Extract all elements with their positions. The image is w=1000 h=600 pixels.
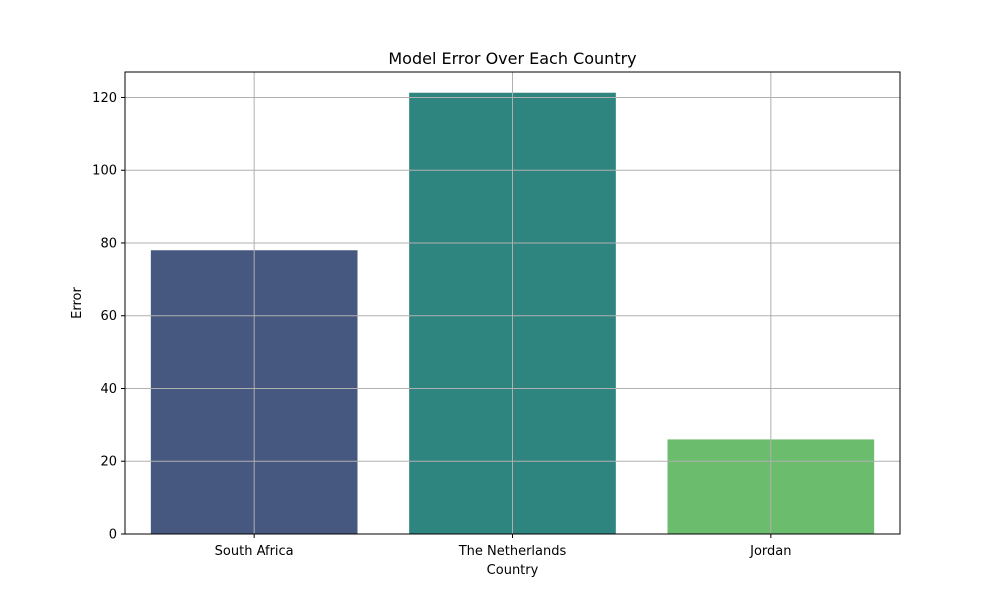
y-tick-label: 40 — [100, 382, 117, 397]
y-tick-label: 120 — [92, 91, 117, 106]
y-tick-label: 100 — [92, 164, 117, 179]
x-tick-label: The Netherlands — [458, 544, 567, 559]
y-axis-ticks: 0 20 40 60 80 100 120 — [92, 91, 125, 543]
y-axis-label: Error — [70, 287, 85, 319]
y-tick-label: 60 — [100, 309, 117, 324]
chart-title: Model Error Over Each Country — [388, 49, 636, 68]
y-tick-label: 0 — [109, 528, 117, 543]
x-axis-label: Country — [487, 563, 539, 578]
y-tick-label: 20 — [100, 455, 117, 470]
x-axis-ticks: South Africa The Netherlands Jordan — [215, 534, 792, 559]
x-tick-label: South Africa — [215, 544, 294, 559]
y-tick-label: 80 — [100, 236, 117, 251]
x-tick-label: Jordan — [749, 544, 791, 559]
